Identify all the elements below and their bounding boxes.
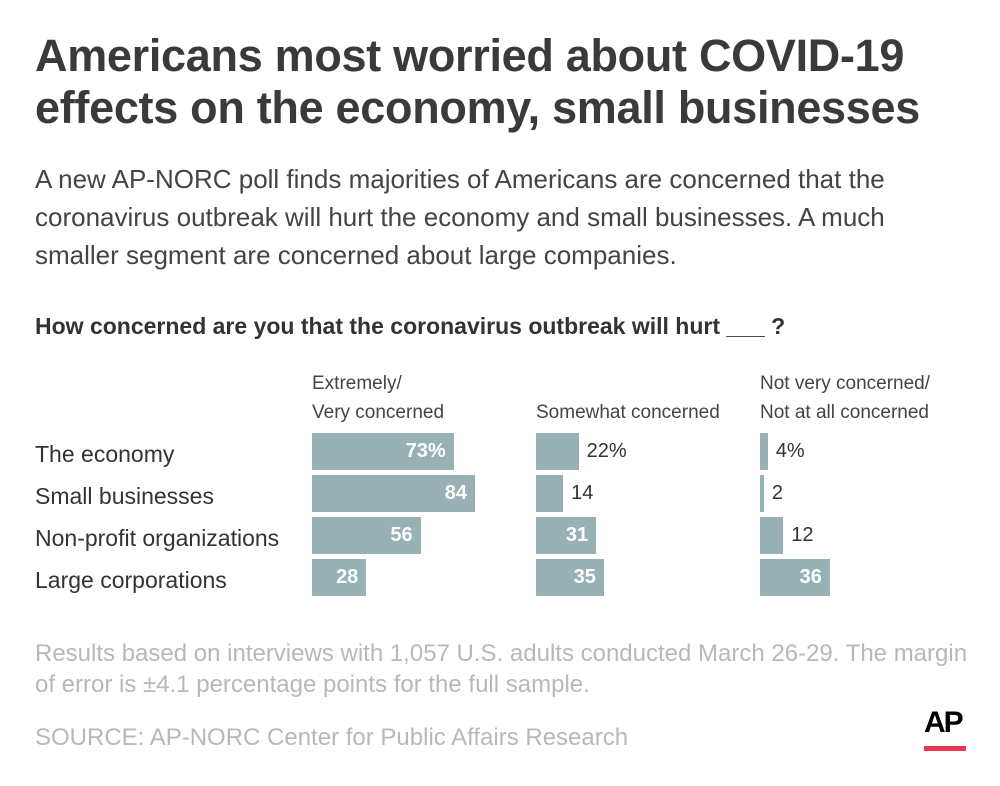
question: How concerned are you that the coronavir… — [35, 313, 786, 339]
data-label: 14 — [571, 482, 594, 504]
data-label: 22% — [586, 440, 627, 462]
data-label: 12 — [791, 524, 814, 546]
data-label: 56 — [390, 524, 413, 546]
ap-logo-text: AP — [924, 706, 964, 739]
data-label: 31 — [565, 524, 589, 546]
bar — [312, 433, 454, 470]
data-label: 36 — [799, 566, 822, 588]
category-label: Non-profit organizations — [35, 525, 280, 551]
bar — [760, 433, 768, 470]
chart-title: Americans most worried about COVID-19 ef… — [35, 30, 920, 133]
bar — [312, 475, 475, 512]
data-label: 4% — [775, 440, 805, 462]
bar — [760, 517, 784, 554]
bar — [536, 517, 597, 554]
bar — [760, 559, 830, 596]
bar — [312, 517, 421, 554]
series-header: Extremely/Very concerned — [312, 373, 445, 423]
bar — [536, 433, 579, 470]
bar — [760, 475, 764, 512]
chart-subtitle: A new AP-NORC poll finds majorities of A… — [35, 164, 885, 270]
methodology-note: Results based on interviews with 1,057 U… — [35, 640, 968, 698]
ap-logo: AP — [924, 708, 968, 751]
category-label: The economy — [35, 441, 175, 467]
data-label: 73% — [405, 440, 446, 462]
bar — [312, 559, 367, 596]
category-label: Small businesses — [35, 483, 214, 509]
series-header: Somewhat concerned — [536, 402, 720, 423]
series-header: Not very concerned/Not at all concerned — [760, 373, 931, 423]
source-note: SOURCE: AP-NORC Center for Public Affair… — [35, 724, 629, 751]
data-label: 35 — [573, 566, 596, 588]
data-label: 84 — [444, 482, 467, 504]
data-label: 28 — [336, 566, 359, 588]
category-label: Large corporations — [35, 567, 227, 593]
data-label: 2 — [771, 482, 783, 504]
bar — [536, 475, 564, 512]
ap-logo-underline — [924, 746, 966, 751]
bar — [536, 559, 604, 596]
